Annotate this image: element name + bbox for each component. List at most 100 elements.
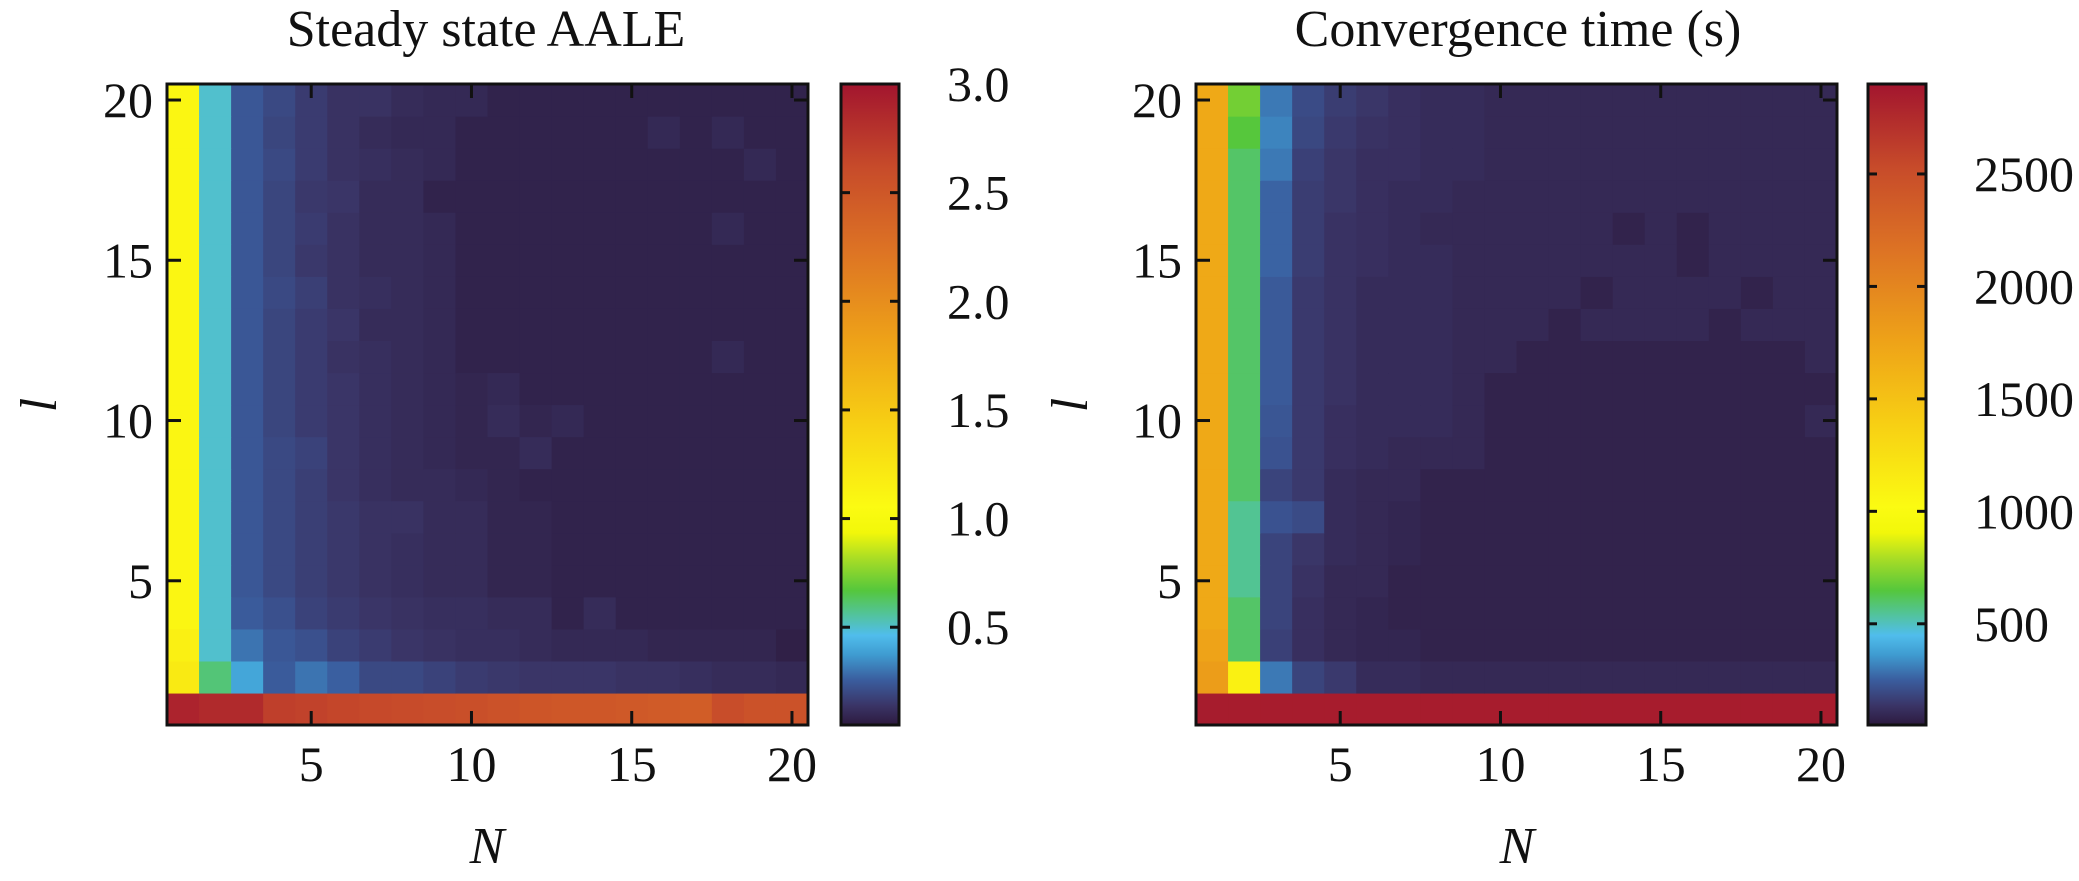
heatmap-cell [455,532,489,566]
heatmap-cell [263,148,296,181]
heatmap-cell [1324,180,1357,213]
heatmap-cell [743,180,777,213]
heatmap-cell [1804,596,1838,630]
heatmap-cell [775,372,809,406]
heatmap-cell [487,84,521,117]
heatmap-cell [1644,212,1678,245]
heatmap-cell [1708,340,1742,374]
heatmap-cell [647,532,681,566]
heatmap-cell [1548,372,1582,406]
heatmap-cell [423,308,457,341]
heatmap-cell [1388,276,1421,309]
heatmap-cell [1548,116,1582,149]
heatmap-cell [1260,244,1293,277]
heatmap-cell [1452,116,1486,149]
heatmap-cell [679,84,713,117]
heatmap-cell [647,276,681,309]
heatmap-cell [1644,628,1678,662]
heatmap-cell [359,212,392,245]
heatmap-cell [1196,116,1229,149]
heatmap-cell [1484,148,1518,181]
heatmap-cell [391,404,424,438]
heatmap-cell [775,212,809,245]
heatmap-cell [1708,308,1742,341]
heatmap-cell [583,628,617,662]
heatmap-cell [647,180,681,213]
heatmap-cell [423,436,457,470]
colorbar-frame [1866,82,1928,727]
heatmap-cell [1804,500,1838,534]
heatmap-cell [1548,148,1582,181]
heatmap-cell [1292,212,1325,245]
heatmap-cell [327,340,360,374]
heatmap-cell [1676,532,1710,566]
heatmap-cell [647,148,681,181]
heatmap-cell [1484,244,1518,277]
heatmap-cell [743,308,777,341]
colorbar: 0.5 1.0 1.5 2.0 2.5 3.0 [839,56,1010,727]
heatmap-cell [1612,372,1646,406]
heatmap-cell [1612,116,1646,149]
heatmap-cell [327,116,360,149]
heatmap-cell [551,148,585,181]
heatmap-cell [551,564,585,598]
heatmap-cell [391,532,424,566]
heatmap-cell [519,116,553,149]
heatmap-cell [455,212,489,245]
heatmap-cell [359,148,392,181]
heatmap-cell [1708,596,1742,630]
heatmap-cell [1612,84,1646,117]
heatmap-cell [1772,596,1806,630]
heatmap-cell [1612,436,1646,470]
heatmap-cell [1324,212,1357,245]
heatmap-cell [359,660,392,694]
heatmap-cell [1228,500,1261,534]
heatmap-cell [1516,692,1550,726]
heatmap-cell [1516,372,1550,406]
heatmap-cell [1516,212,1550,245]
heatmap-cell [583,244,617,277]
heatmap-cell [1388,372,1421,406]
heatmap-cell [1356,372,1389,406]
heatmap-cell [583,116,617,149]
heatmap-cell [359,596,392,630]
heatmap-cell [327,276,360,309]
heatmap-cell [1708,468,1742,502]
heatmap-cell [1612,276,1646,309]
heatmap-cell [1548,180,1582,213]
heatmap-cell [487,468,521,502]
heatmap-cell [615,212,649,245]
heatmap-cell [679,596,713,630]
heatmap-cell [1612,532,1646,566]
heatmap-cell [359,244,392,277]
heatmap-cell [1388,116,1421,149]
heatmap-cell [679,436,713,470]
heatmap-cell [359,532,392,566]
colorbar-tick-label: 1500 [1974,371,2074,427]
heatmap-cell [1676,692,1710,726]
heatmap-cell [1356,500,1389,534]
heatmap-cell [583,468,617,502]
heatmap-cell [711,404,745,438]
heatmap-cell [1260,564,1293,598]
heatmap-cell [1772,692,1806,726]
heatmap-cell [1516,276,1550,309]
heatmap-cell [1548,244,1582,277]
heatmap-cell [1484,500,1518,534]
heatmap-cell [615,372,649,406]
x-axis-label: N [1499,818,1538,875]
heatmap-cell [423,404,457,438]
heatmap-cell [199,372,232,406]
heatmap-cell [263,596,296,630]
heatmap-cell [743,340,777,374]
heatmap-cell [1772,340,1806,374]
heatmap-cell [263,564,296,598]
heatmap-cell [1356,628,1389,662]
heatmap-cell [1580,116,1614,149]
heatmap-cell [199,180,232,213]
heatmap-cell [1548,532,1582,566]
heatmap-cell [263,692,296,726]
heatmap-cell [455,116,489,149]
heatmap-cell [391,564,424,598]
heatmap-cell [711,340,745,374]
